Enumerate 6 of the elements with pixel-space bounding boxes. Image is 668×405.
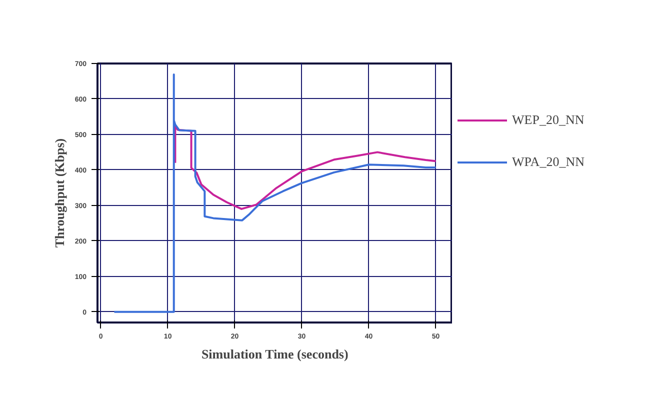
line-series [113,74,437,313]
y-axis-title: Throughput (Kbps) [52,138,67,248]
line-series [174,125,437,210]
legend-label: WPA_20_NN [512,154,584,170]
x-axis-title: Simulation Time (seconds) [201,346,348,362]
legend-label: WEP_20_NN [512,112,584,128]
